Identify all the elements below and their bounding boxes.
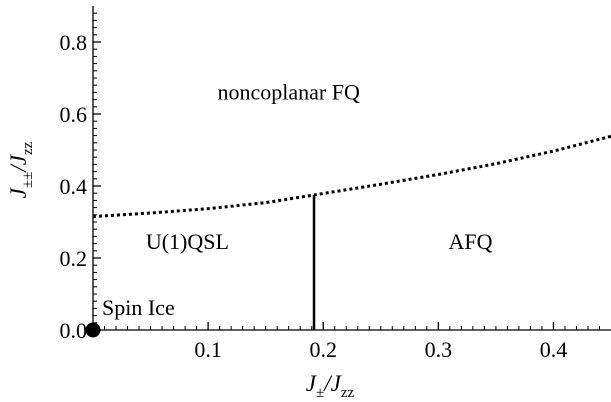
- region-label: noncoplanar FQ: [218, 80, 360, 105]
- spin-ice-point: [85, 322, 101, 338]
- x-tick-label: 0.3: [425, 337, 453, 362]
- x-tick-label: 0.2: [309, 337, 337, 362]
- y-axis-label: J±±/Jzz: [6, 141, 36, 198]
- y-tick-label: 0.8: [60, 30, 88, 55]
- x-tick-label: 0.4: [540, 337, 568, 362]
- region-label: AFQ: [449, 229, 493, 254]
- y-tick-label: 0.4: [60, 174, 88, 199]
- spin-ice-label: Spin Ice: [102, 295, 175, 320]
- y-tick-label: 0.6: [60, 102, 88, 127]
- x-axis-label: J±/Jzz: [306, 371, 355, 401]
- y-tick-label: 0.0: [60, 318, 88, 343]
- y-tick-label: 0.2: [60, 246, 88, 271]
- region-labels: noncoplanar FQ U(1)QSL AFQ: [146, 80, 493, 254]
- x-tick-label: 0.1: [194, 337, 222, 362]
- y-tick-labels: 0.0 0.2 0.4 0.6 0.8: [60, 30, 88, 343]
- phase-boundary-dotted-curve: [92, 134, 611, 219]
- region-label: U(1)QSL: [146, 229, 229, 254]
- minor-ticks: [93, 12, 600, 330]
- x-tick-labels: 0.1 0.2 0.3 0.4: [194, 337, 567, 362]
